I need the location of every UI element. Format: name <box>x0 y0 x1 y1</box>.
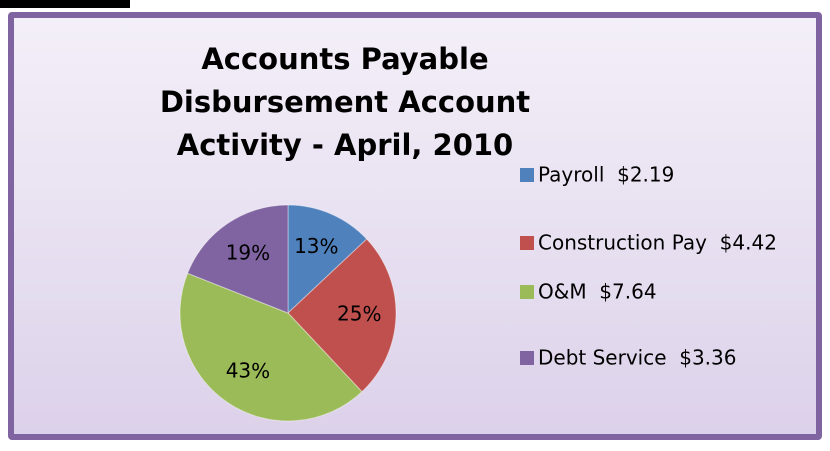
pie-slice <box>287 204 368 315</box>
legend-label: Construction Pay $4.42 <box>538 231 777 255</box>
data-label: 25% <box>337 302 381 326</box>
legend-label: Debt Service $3.36 <box>538 346 737 370</box>
legend-swatch <box>520 168 534 182</box>
chart-title: Accounts Payable Disbursement Account Ac… <box>159 42 531 162</box>
legend-label: O&M $7.64 <box>538 280 657 304</box>
percent-sign: % <box>362 302 381 326</box>
pie-slice <box>179 272 363 422</box>
pie-slice <box>186 204 289 314</box>
legend-swatch <box>520 285 534 299</box>
percent-sign: % <box>320 234 339 258</box>
data-label: 43% <box>226 358 270 382</box>
top-bar <box>0 0 130 8</box>
legend-label: Payroll $2.19 <box>538 163 674 187</box>
legend-swatch <box>520 351 534 365</box>
legend-swatch <box>520 236 534 250</box>
percent-sign: % <box>251 241 270 265</box>
chart-frame <box>8 12 822 440</box>
pie-slice <box>287 238 397 393</box>
percent-sign: % <box>251 358 270 382</box>
data-label: 13% <box>294 234 338 258</box>
data-label: 19% <box>226 241 270 265</box>
